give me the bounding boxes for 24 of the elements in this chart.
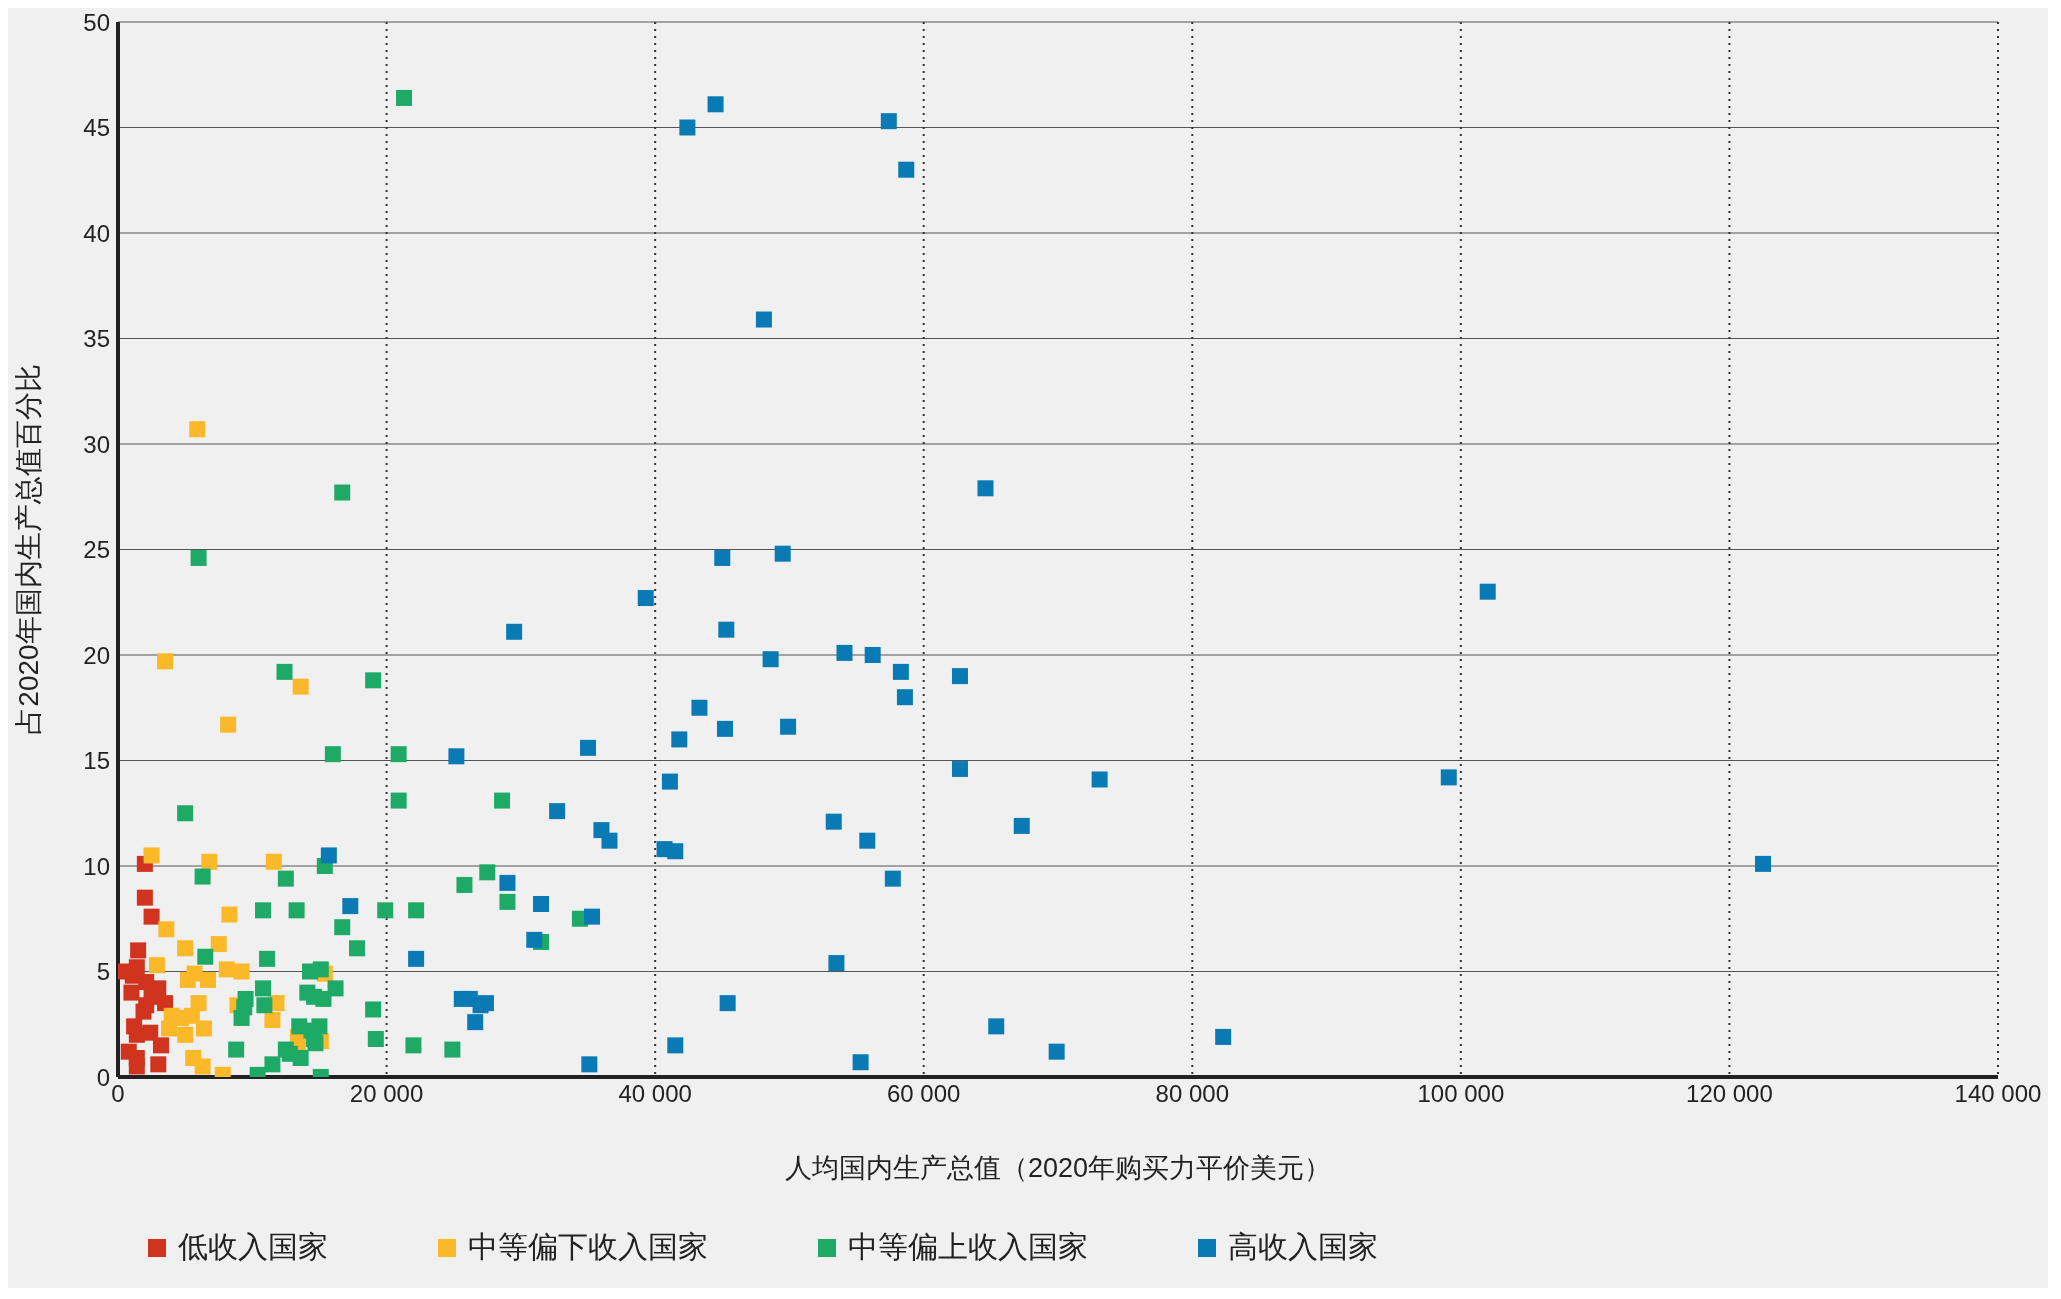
x-tick-label: 20 000 — [349, 1080, 424, 1108]
y-tick-label: 30 — [83, 430, 110, 458]
y-tick-label: 25 — [83, 536, 110, 564]
legend-label: 低收入国家 — [178, 1229, 328, 1265]
x-tick-label: 120 000 — [1686, 1080, 1773, 1108]
y-axis-title: 占2020年国内生产总值百分比 — [12, 364, 44, 735]
y-tick-label: 0 — [96, 1063, 110, 1091]
y-tick-label: 50 — [83, 8, 110, 36]
x-tick-label: 80 000 — [1155, 1080, 1229, 1108]
legend-label: 中等偏上收入国家 — [848, 1229, 1088, 1265]
y-tick-label: 10 — [83, 852, 110, 880]
x-tick-label: 60 000 — [887, 1080, 961, 1108]
y-tick-label: 15 — [83, 747, 110, 775]
y-tick-label: 35 — [83, 325, 110, 353]
x-axis-title: 人均国内生产总值（2020年购买力平价美元） — [784, 1153, 1332, 1183]
legend-label: 中等偏下收入国家 — [468, 1229, 708, 1265]
y-tick-label: 40 — [83, 219, 110, 247]
legend-label: 高收入国家 — [1228, 1229, 1378, 1265]
x-tick-label: 100 000 — [1417, 1080, 1505, 1108]
y-tick-label: 45 — [83, 114, 110, 142]
x-tick-label: 140 000 — [1954, 1080, 2042, 1108]
y-tick-label: 5 — [96, 958, 110, 986]
y-tick-label: 20 — [83, 641, 110, 669]
x-tick-label: 40 000 — [618, 1080, 692, 1108]
